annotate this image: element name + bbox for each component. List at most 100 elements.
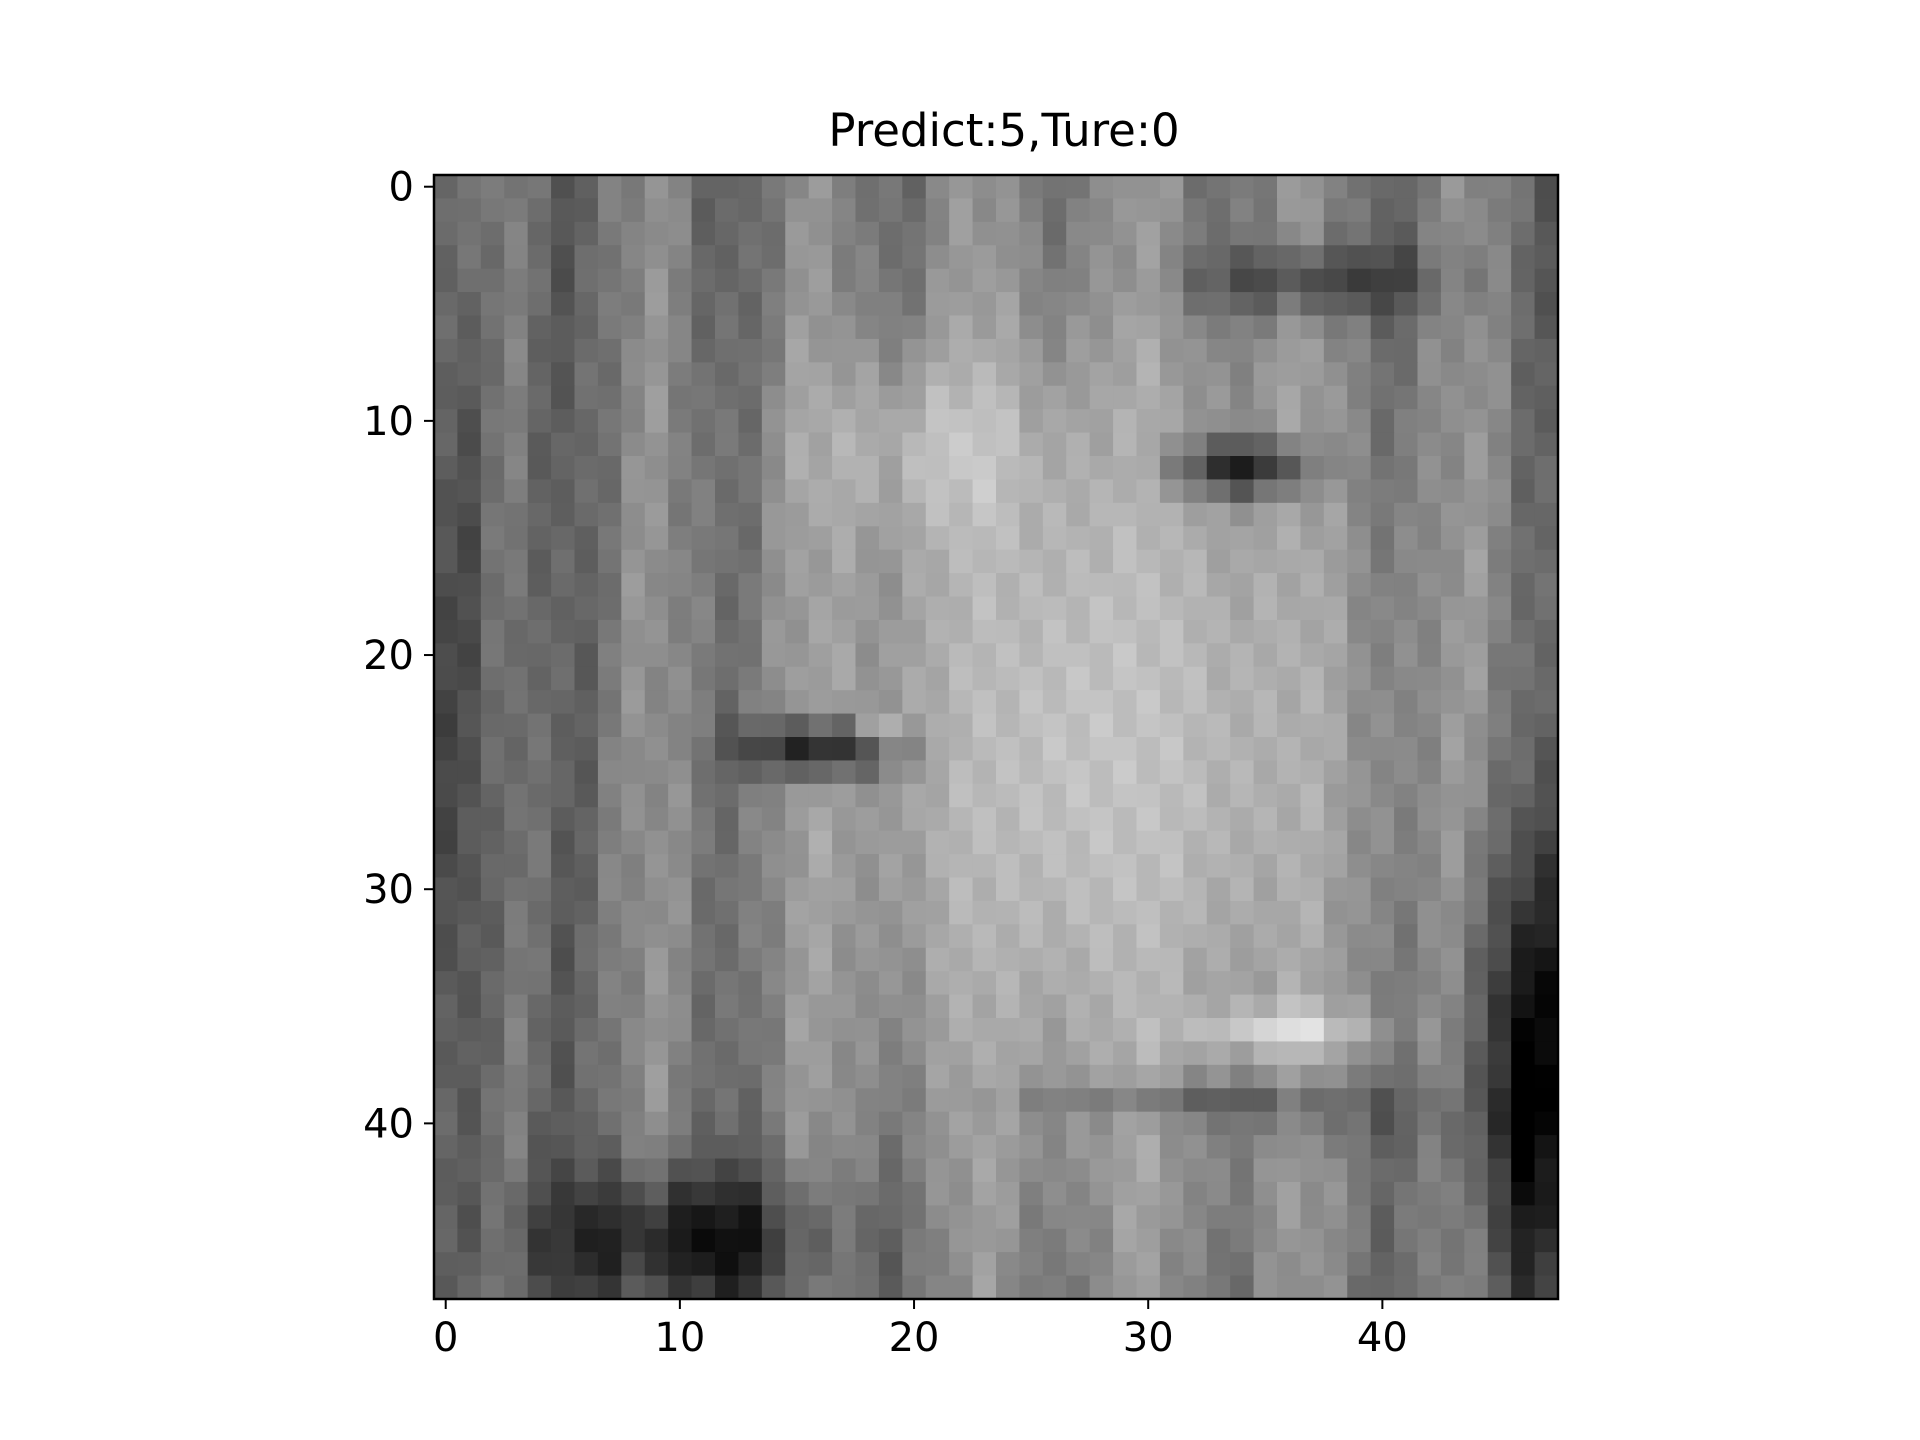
image-pixel — [1042, 362, 1067, 387]
image-pixel — [1136, 924, 1161, 949]
image-pixel — [621, 1135, 646, 1160]
image-pixel — [949, 619, 974, 644]
image-pixel — [761, 1228, 786, 1253]
image-pixel — [574, 830, 599, 855]
image-pixel — [1370, 713, 1395, 738]
image-pixel — [738, 526, 763, 551]
image-pixel — [1440, 1158, 1465, 1183]
image-pixel — [434, 175, 459, 200]
image-pixel — [1534, 549, 1559, 574]
image-pixel — [621, 175, 646, 200]
image-pixel — [1253, 245, 1278, 270]
image-pixel — [996, 666, 1021, 691]
image-pixel — [480, 830, 505, 855]
image-pixel — [1417, 1181, 1442, 1206]
image-pixel — [1394, 456, 1419, 481]
image-pixel — [644, 221, 669, 246]
image-pixel — [996, 245, 1021, 270]
image-pixel — [621, 666, 646, 691]
image-pixel — [1183, 924, 1208, 949]
image-pixel — [1183, 854, 1208, 879]
image-pixel — [1347, 596, 1372, 621]
image-pixel — [1113, 877, 1138, 902]
image-pixel — [761, 573, 786, 598]
image-pixel — [1464, 924, 1489, 949]
image-pixel — [574, 971, 599, 996]
image-pixel — [644, 409, 669, 434]
image-pixel — [480, 737, 505, 762]
image-pixel — [644, 690, 669, 715]
image-pixel — [1347, 877, 1372, 902]
image-pixel — [644, 1135, 669, 1160]
image-pixel — [1300, 432, 1325, 457]
image-pixel — [1183, 221, 1208, 246]
image-pixel — [785, 1181, 810, 1206]
image-pixel — [1042, 385, 1067, 410]
image-pixel — [691, 1135, 716, 1160]
image-pixel — [1066, 502, 1091, 527]
image-pixel — [808, 268, 833, 293]
image-pixel — [1487, 1205, 1512, 1230]
image-pixel — [1206, 690, 1231, 715]
image-pixel — [644, 807, 669, 832]
image-pixel — [434, 947, 459, 972]
image-pixel — [621, 1181, 646, 1206]
image-pixel — [1230, 1135, 1255, 1160]
image-pixel — [1277, 549, 1302, 574]
image-pixel — [1183, 479, 1208, 504]
image-pixel — [949, 737, 974, 762]
image-pixel — [1183, 971, 1208, 996]
image-pixel — [1230, 268, 1255, 293]
image-pixel — [1487, 432, 1512, 457]
image-pixel — [1323, 666, 1348, 691]
image-pixel — [1206, 1228, 1231, 1253]
image-pixel — [1089, 643, 1114, 668]
image-pixel — [1417, 854, 1442, 879]
image-pixel — [691, 479, 716, 504]
image-pixel — [1511, 830, 1536, 855]
image-pixel — [1487, 1064, 1512, 1089]
image-pixel — [785, 573, 810, 598]
image-pixel — [1347, 502, 1372, 527]
image-pixel — [996, 573, 1021, 598]
image-pixel — [1066, 854, 1091, 879]
image-pixel — [504, 900, 529, 925]
image-pixel — [644, 526, 669, 551]
image-pixel — [1183, 315, 1208, 340]
image-pixel — [597, 1135, 622, 1160]
image-pixel — [597, 877, 622, 902]
image-pixel — [551, 877, 576, 902]
image-pixel — [902, 175, 927, 200]
image-pixel — [1042, 1041, 1067, 1066]
image-pixel — [621, 1064, 646, 1089]
image-pixel — [1347, 1111, 1372, 1136]
image-pixel — [644, 198, 669, 223]
image-pixel — [949, 502, 974, 527]
image-pixel — [1066, 737, 1091, 762]
image-pixel — [1323, 854, 1348, 879]
image-pixel — [808, 456, 833, 481]
image-pixel — [878, 807, 903, 832]
image-pixel — [1347, 175, 1372, 200]
image-pixel — [715, 198, 740, 223]
image-pixel — [1487, 1228, 1512, 1253]
image-pixel — [1417, 315, 1442, 340]
image-pixel — [1277, 1228, 1302, 1253]
image-pixel — [1277, 1018, 1302, 1043]
image-pixel — [1183, 994, 1208, 1019]
image-pixel — [1089, 994, 1114, 1019]
image-pixel — [1440, 1205, 1465, 1230]
image-pixel — [972, 573, 997, 598]
image-pixel — [597, 198, 622, 223]
image-pixel — [1206, 526, 1231, 551]
image-pixel — [855, 268, 880, 293]
image-pixel — [621, 1088, 646, 1113]
image-pixel — [1066, 877, 1091, 902]
image-pixel — [738, 877, 763, 902]
image-pixel — [691, 1228, 716, 1253]
image-pixel — [785, 198, 810, 223]
image-pixel — [996, 854, 1021, 879]
image-pixel — [1394, 409, 1419, 434]
image-pixel — [878, 362, 903, 387]
image-pixel — [1464, 830, 1489, 855]
